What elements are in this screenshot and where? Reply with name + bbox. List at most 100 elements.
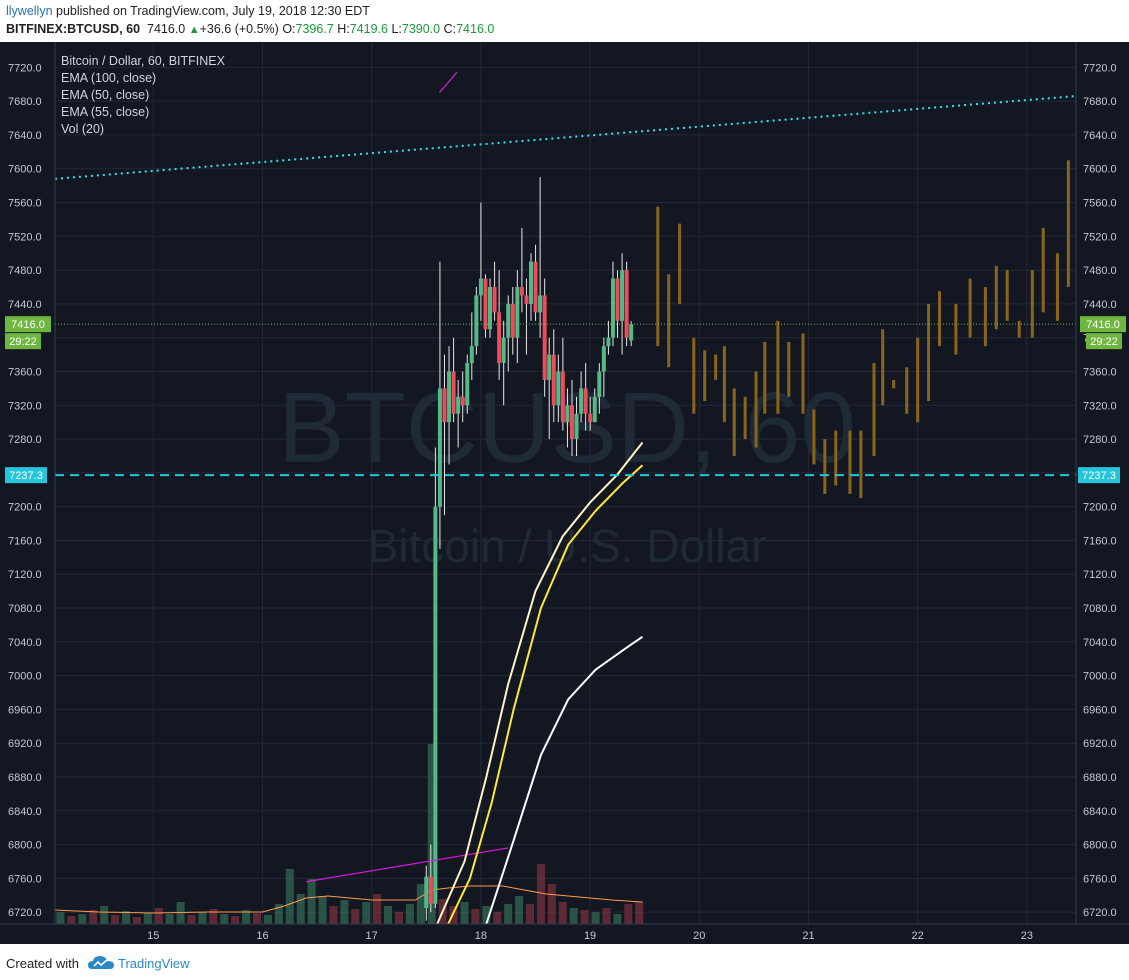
price-tick-label-left: 7120.0 — [8, 569, 42, 581]
candle-body — [610, 278, 615, 338]
volume-bar — [504, 904, 513, 924]
last-price-tag-left: 7416.0 — [11, 319, 45, 331]
price-tick-label-right: 7680.0 — [1083, 96, 1117, 108]
candle-body — [547, 354, 552, 380]
candle-body — [606, 337, 611, 347]
candle-body — [524, 295, 529, 304]
forecast-bar — [916, 337, 920, 423]
candle-body — [615, 278, 620, 321]
price-tick-label-left: 7720.0 — [8, 62, 42, 74]
forecast-bar — [872, 363, 876, 456]
volume-bar — [635, 902, 644, 924]
time-tick-label: 22 — [912, 930, 924, 942]
volume-bar — [394, 912, 403, 924]
volume-bar — [624, 904, 633, 924]
volume-ma-line — [54, 885, 643, 914]
volume-bar — [296, 894, 305, 924]
volume-bar — [89, 910, 98, 924]
volume-bar — [351, 909, 360, 924]
volume-bar — [165, 914, 174, 924]
volume-bar — [187, 915, 196, 924]
forecast-bar — [743, 396, 747, 440]
ema-line — [485, 635, 644, 925]
price-chart[interactable]: BTCUSD, 60 Bitcoin / U.S. Dollar 7720.07… — [0, 42, 1129, 944]
chart-area[interactable]: BTCUSD, 60 Bitcoin / U.S. Dollar 7720.0 7… — [0, 42, 1129, 944]
forecast-bar — [927, 303, 931, 402]
forecast-bar — [881, 329, 885, 406]
price-tick-label-left: 7360.0 — [8, 366, 42, 378]
volume-bar — [493, 912, 502, 924]
candle-body — [569, 405, 574, 440]
open-value: 7396.7 — [295, 22, 334, 36]
volume-bar — [274, 904, 283, 924]
legend-ema55: EMA (55, close) — [61, 105, 149, 119]
candle-body — [560, 371, 565, 423]
price-tick-label-right: 7600.0 — [1083, 164, 1117, 176]
change-text: +36.6 (+0.5%) — [199, 22, 279, 36]
indicator-lines — [54, 72, 1077, 925]
candle-body — [433, 506, 438, 904]
forecast-bar — [754, 371, 758, 448]
forecast-bar — [1066, 160, 1070, 287]
publish-line: llywellyn published on TradingView.com, … — [6, 4, 370, 18]
volume-bar — [121, 911, 130, 924]
volume-bar — [329, 906, 338, 924]
candle-body — [579, 388, 584, 414]
candle-body — [492, 287, 497, 313]
price-tick-label-left: 7560.0 — [8, 198, 42, 210]
candle-body — [542, 295, 547, 380]
candle-body — [474, 295, 479, 347]
price-tick-label-right: 7640.0 — [1083, 130, 1117, 142]
candle-body — [510, 303, 515, 338]
volume-bar — [242, 910, 251, 924]
forecast-bar — [938, 291, 942, 347]
price-tick-label-right: 7160.0 — [1083, 535, 1117, 547]
volume-bar — [209, 909, 218, 924]
volume-bar — [362, 902, 371, 924]
candle-body — [428, 876, 433, 904]
magenta-trendline — [438, 72, 458, 94]
price-tick-label-left: 7480.0 — [8, 265, 42, 277]
forecast-bar — [692, 337, 696, 414]
time-tick-label: 19 — [584, 930, 596, 942]
forecast-bar — [834, 430, 838, 486]
level-tag-left-bg — [5, 467, 47, 484]
author-link[interactable]: llywellyn — [6, 4, 53, 18]
candle-body — [574, 413, 579, 440]
volume-bar — [143, 913, 152, 924]
time-tick-label: 16 — [256, 930, 268, 942]
publish-text: published on TradingView.com, July 19, 2… — [52, 4, 370, 18]
candle-body — [624, 270, 629, 338]
volume-bar — [526, 904, 535, 924]
price-tick-label-left: 7640.0 — [8, 130, 42, 142]
up-arrow-icon: ▲ — [188, 24, 200, 36]
volume-bar — [56, 912, 65, 924]
candle-body — [469, 346, 474, 364]
price-tick-label-left: 7160.0 — [8, 535, 42, 547]
tradingview-link[interactable]: TradingView — [118, 956, 190, 971]
price-tick-label-right: 6960.0 — [1083, 704, 1117, 716]
low-label: L: — [391, 22, 402, 36]
forecast-bar — [722, 346, 726, 423]
price-tick-label-right: 6920.0 — [1083, 738, 1117, 750]
candle-body — [592, 396, 597, 423]
last-price-tag-right-bg — [1080, 316, 1126, 333]
volume-bar — [471, 909, 480, 924]
price-tick-label-left: 6760.0 — [8, 873, 42, 885]
level-tag-right: 7237.3 — [1082, 470, 1116, 482]
high-label: H: — [337, 22, 350, 36]
volume-bar — [558, 902, 567, 924]
price-tick-label-right: 6880.0 — [1083, 772, 1117, 784]
price-tick-label-right: 7360.0 — [1083, 366, 1117, 378]
volume-bar — [405, 904, 414, 924]
price-tick-label-left: 7680.0 — [8, 96, 42, 108]
volume-bar — [132, 917, 141, 924]
candle-body — [447, 371, 452, 423]
volume-bar — [263, 915, 272, 924]
candle-body — [460, 396, 465, 406]
volume-bar — [536, 864, 545, 924]
price-tick-label-right: 6760.0 — [1083, 873, 1117, 885]
open-label: O: — [282, 22, 296, 36]
quote-line: BITFINEX:BTCUSD, 60 7416.0 ▲+36.6 (+0.5%… — [6, 22, 494, 36]
volume-bar — [613, 914, 622, 924]
